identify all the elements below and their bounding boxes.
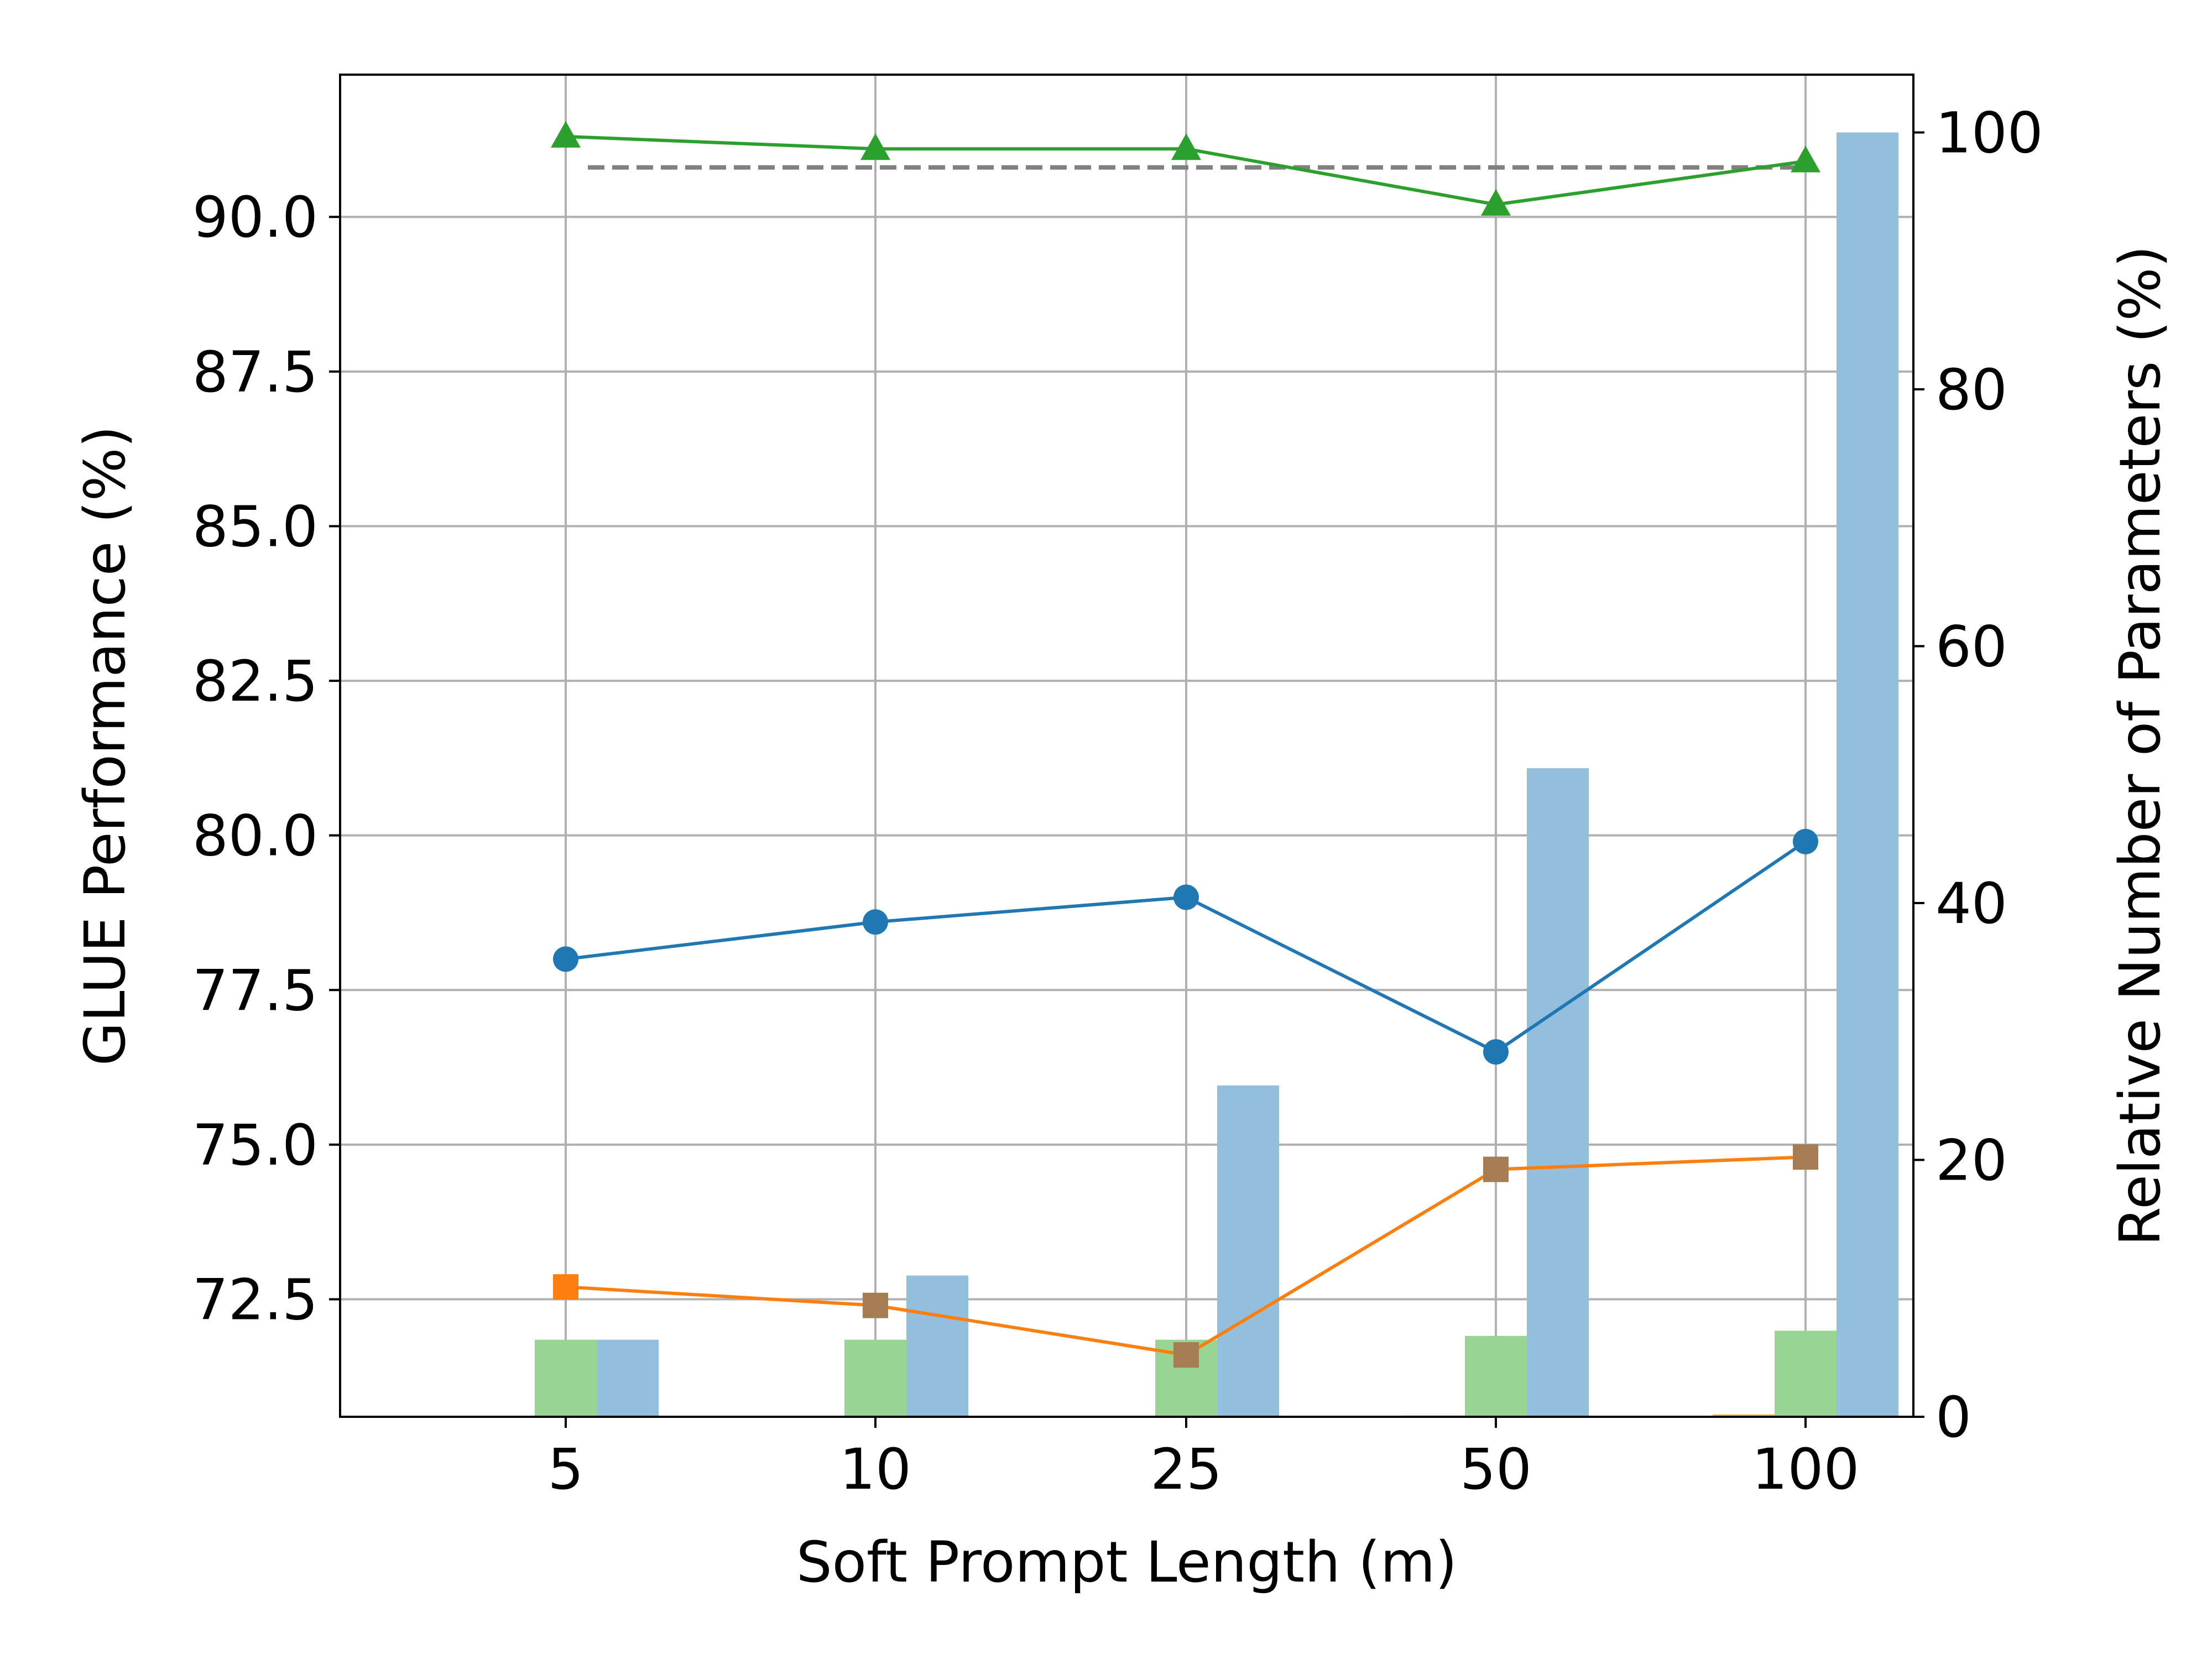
y-tick-label-6: 87.5 (192, 340, 318, 405)
bar-s1-c4 (1775, 1331, 1837, 1417)
y2-tick-label-4: 80 (1936, 357, 2007, 423)
bar-s1-c1 (844, 1339, 906, 1417)
y-tick-label-3: 80.0 (192, 804, 318, 869)
y2-tick-label-2: 40 (1936, 871, 2007, 937)
y2-tick-label-3: 60 (1936, 614, 2007, 680)
y-tick-label-2: 77.5 (192, 958, 318, 1024)
y2-tick-label-1: 20 (1936, 1128, 2007, 1194)
y-axis-label: GLUE Performance (%) (72, 426, 138, 1066)
series-1-point-4 (1793, 828, 1818, 854)
x-axis-ticks: 5 10 25 50 100 (548, 1417, 1860, 1503)
y-axis-ticks: 72.5 75.0 77.5 80.0 82.5 85.0 87.5 90.0 (192, 185, 340, 1333)
series-2-point-3 (1483, 1156, 1509, 1182)
gridlines (340, 75, 1913, 1417)
series-2-point-0 (553, 1274, 578, 1300)
series-2-point-4 (1793, 1144, 1818, 1170)
y2-axis-ticks: 0 20 40 60 80 100 (1913, 101, 2043, 1451)
series-1-point-1 (863, 909, 888, 935)
line-series-group (551, 121, 1820, 1368)
x-tick-label-2: 25 (1150, 1437, 1222, 1503)
y2-tick-label-0: 0 (1936, 1385, 1971, 1451)
series-0-point-0 (551, 121, 581, 148)
bar-s2-c4 (1837, 132, 1898, 1417)
bar-s1-c0 (535, 1339, 597, 1417)
x-tick-label-3: 50 (1460, 1437, 1532, 1503)
y-tick-label-7: 90.0 (192, 185, 318, 251)
y2-axis-label: Relative Number of Parameters (%) (2107, 246, 2173, 1246)
series-2-point-1 (863, 1292, 888, 1318)
series-1-point-0 (553, 946, 578, 972)
y-tick-label-1: 75.0 (192, 1113, 318, 1178)
x-tick-label-0: 5 (548, 1437, 584, 1503)
series-0-point-4 (1791, 145, 1820, 173)
bar-s2-c1 (906, 1275, 968, 1417)
bar-s2-c3 (1527, 768, 1589, 1417)
series-1-point-2 (1173, 884, 1199, 910)
y-tick-label-0: 72.5 (192, 1267, 318, 1333)
bar-s2-c0 (597, 1339, 659, 1417)
bar-s2-c2 (1217, 1085, 1279, 1417)
y-tick-label-4: 82.5 (192, 649, 318, 714)
series-0-point-2 (1171, 133, 1201, 160)
bar-s0-c4 (1713, 1414, 1775, 1417)
x-tick-label-4: 100 (1752, 1437, 1860, 1503)
x-tick-label-1: 10 (839, 1437, 911, 1503)
y-tick-label-5: 85.0 (192, 494, 318, 560)
series-0-point-3 (1481, 189, 1511, 216)
y2-tick-label-5: 100 (1936, 101, 2043, 166)
series-1-point-3 (1483, 1039, 1509, 1065)
x-axis-label: Soft Prompt Length (m) (796, 1530, 1457, 1595)
bar-s1-c3 (1465, 1335, 1527, 1417)
series-0-point-1 (860, 133, 890, 160)
plot-frame (339, 74, 1914, 1418)
series-2-point-2 (1173, 1342, 1199, 1368)
